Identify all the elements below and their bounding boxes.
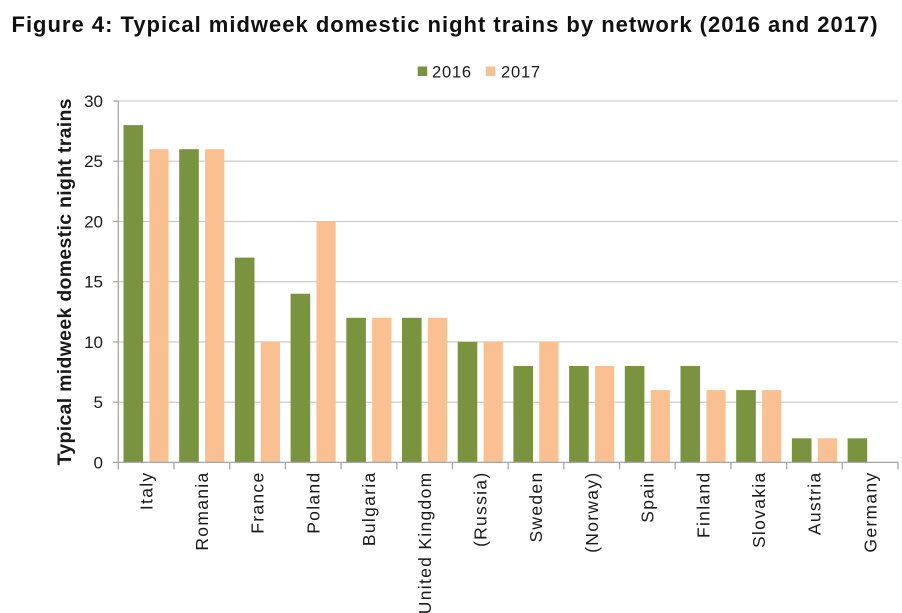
svg-text:Italy: Italy: [136, 472, 156, 511]
svg-text:United Kingdom: United Kingdom: [415, 472, 435, 613]
svg-text:Bulgaria: Bulgaria: [359, 472, 379, 547]
svg-text:Germany: Germany: [860, 472, 880, 553]
svg-text:25: 25: [84, 152, 103, 171]
svg-text:5: 5: [94, 393, 103, 412]
svg-text:Typical midweek domestic night: Typical midweek domestic night trains: [54, 98, 76, 465]
svg-text:30: 30: [84, 92, 103, 111]
svg-text:2016: 2016: [432, 64, 472, 82]
svg-text:Romania: Romania: [192, 472, 212, 551]
svg-text:Slovakia: Slovakia: [749, 472, 769, 549]
svg-text:France: France: [248, 472, 268, 534]
svg-text:0: 0: [94, 453, 103, 472]
svg-text:2017: 2017: [501, 64, 541, 82]
svg-text:20: 20: [84, 213, 103, 232]
svg-text:(Norway): (Norway): [582, 472, 602, 553]
svg-text:Figure 4: Typical midweek dome: Figure 4: Typical midweek domestic night…: [12, 12, 879, 37]
svg-text:(Russia): (Russia): [471, 472, 491, 548]
svg-text:15: 15: [84, 273, 103, 292]
svg-text:Poland: Poland: [303, 472, 323, 534]
svg-text:Finland: Finland: [693, 472, 713, 539]
svg-text:10: 10: [84, 333, 103, 352]
svg-text:Spain: Spain: [638, 472, 658, 523]
svg-text:Sweden: Sweden: [526, 472, 546, 543]
svg-text:Austria: Austria: [805, 472, 825, 536]
